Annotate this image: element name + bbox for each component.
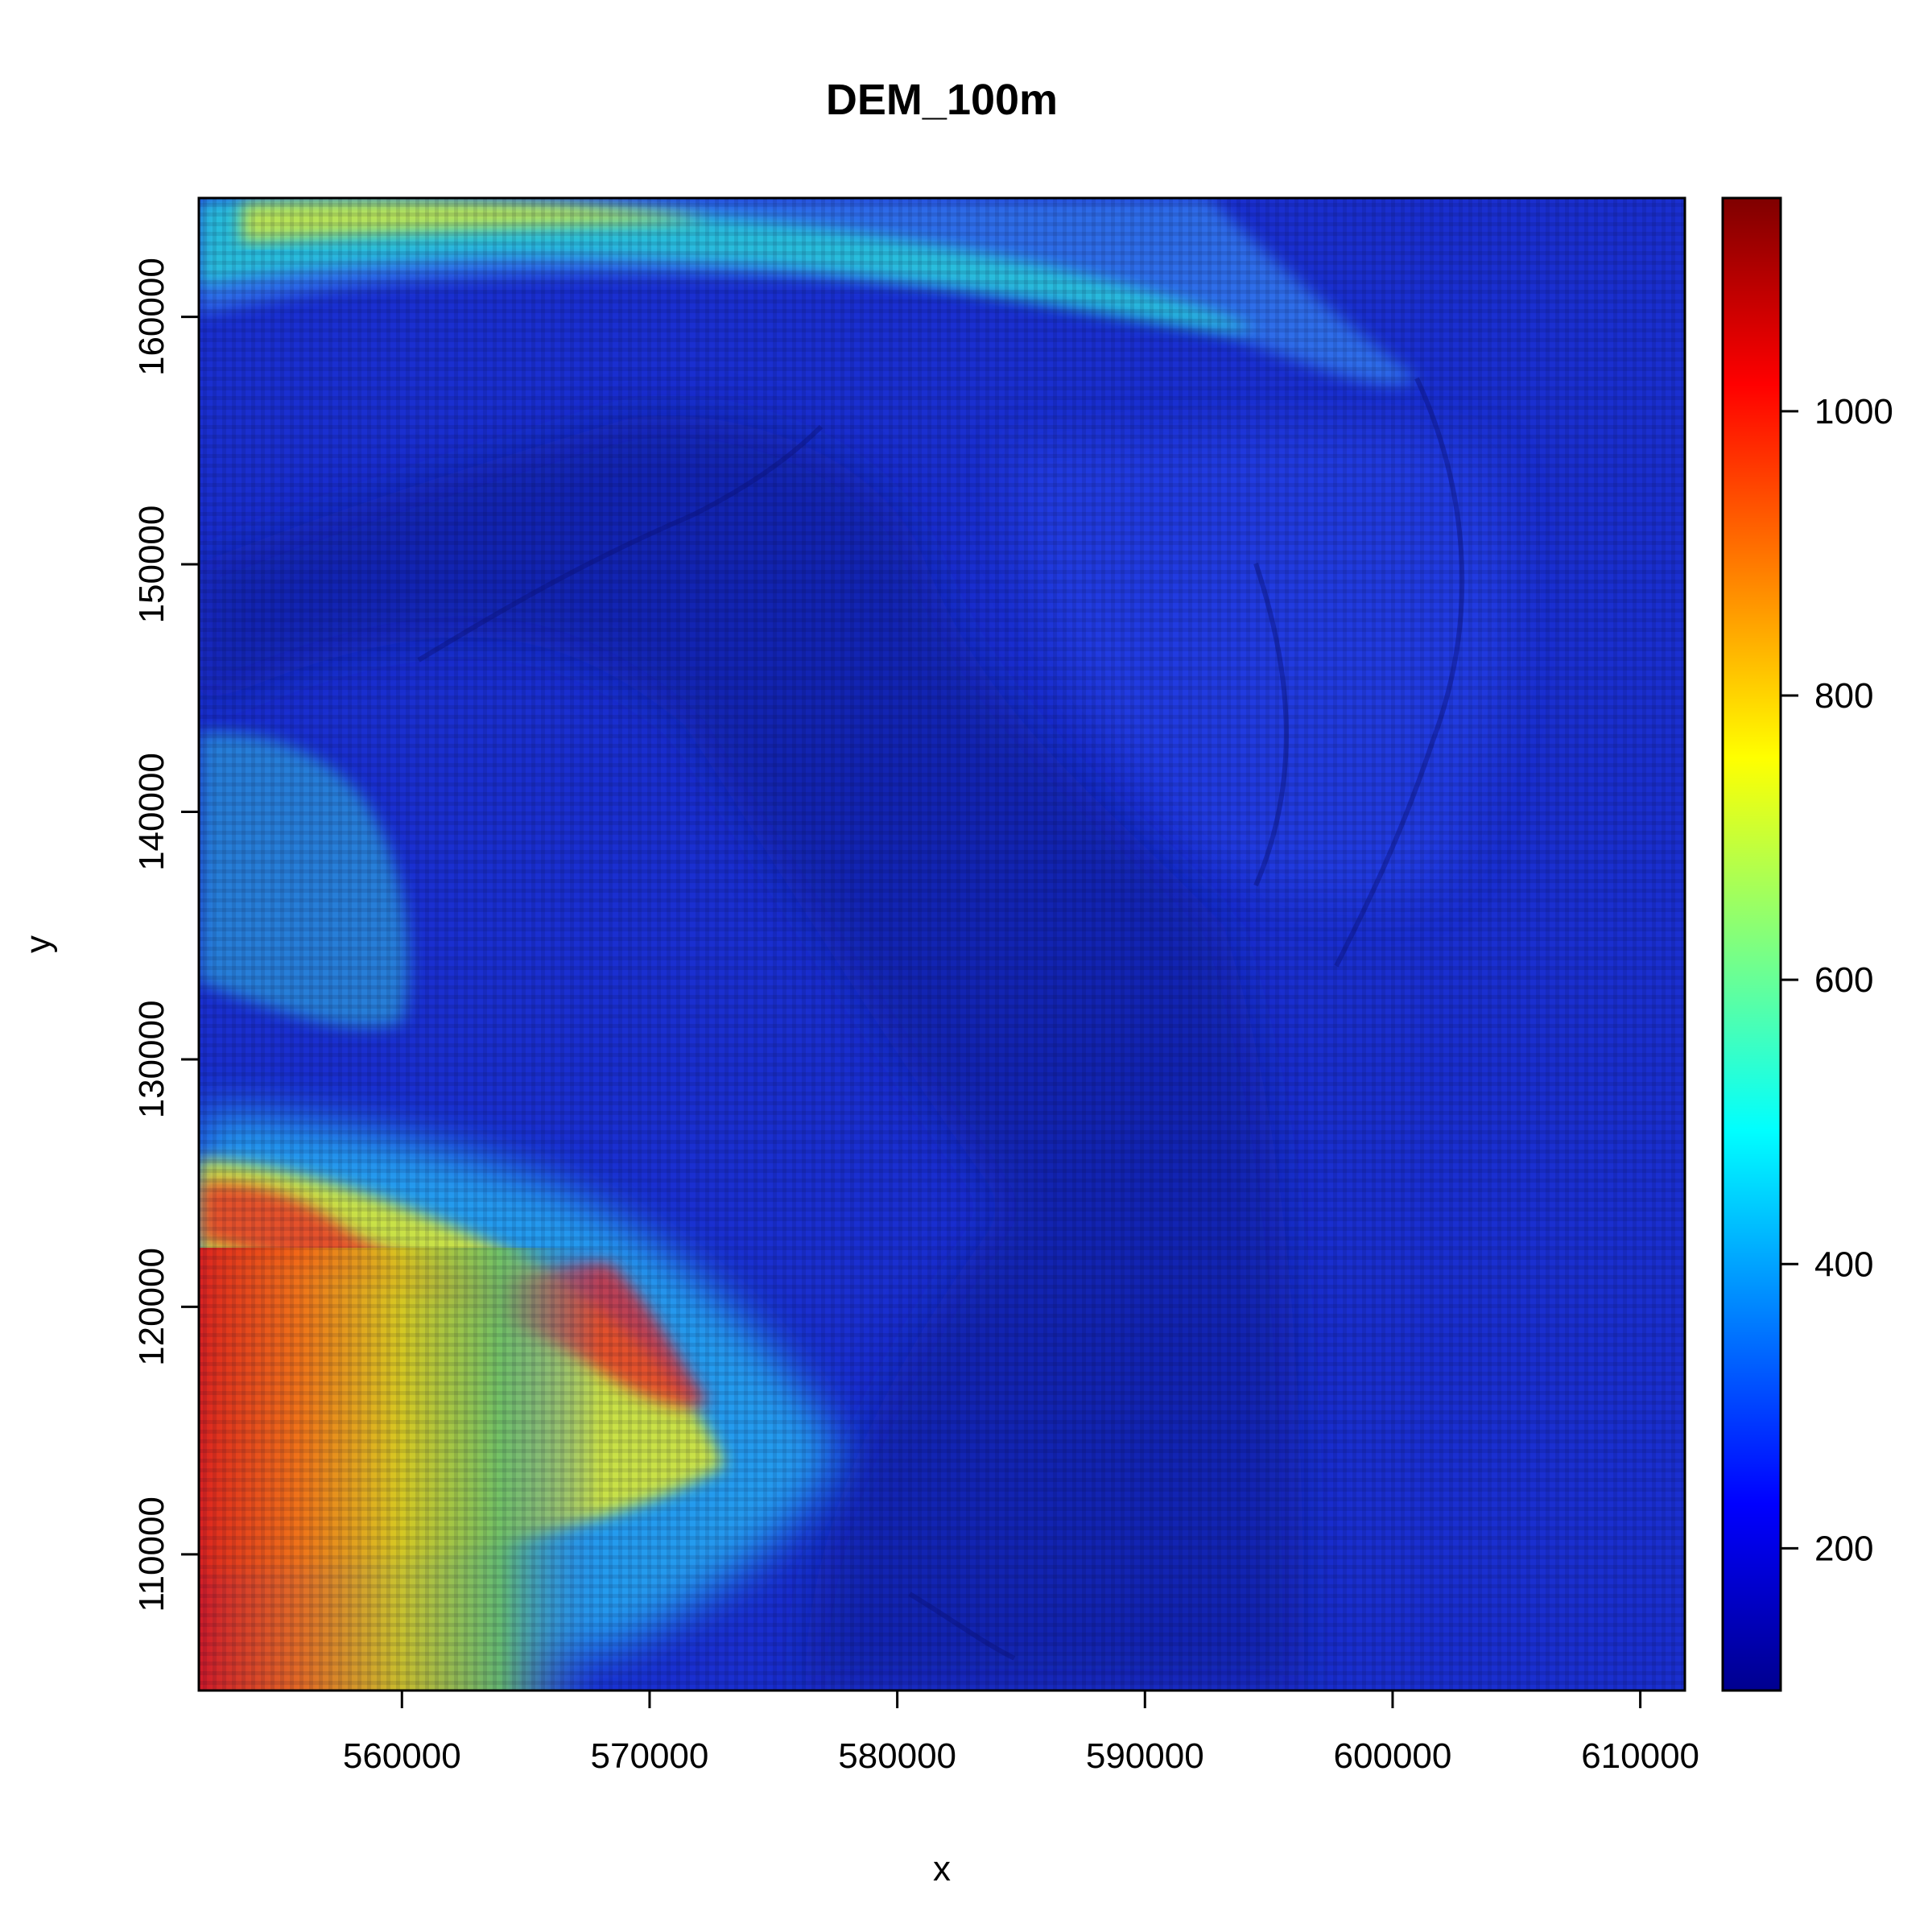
colorbar-frame [1721,196,1782,1692]
x-axis-label: x [933,1849,951,1889]
y-tick-label: 150000 [132,506,171,624]
colorbar-gradient [1723,198,1781,1690]
colorbar: 200 400 600 800 1000 [1721,196,1893,1692]
hillshade-texture [199,198,1685,1690]
x-axis: 560000 570000 580000 590000 600000 610000 [343,1689,1699,1776]
x-tick-label: 580000 [838,1736,956,1776]
x-tick-label: 600000 [1334,1736,1452,1776]
y-tick-label: 110000 [132,1496,171,1612]
colorbar-tick-label: 800 [1814,676,1873,716]
y-axis: 110000 120000 130000 140000 150000 160000 [132,258,200,1612]
y-tick-label: 120000 [132,1248,171,1366]
chart-title: DEM_100m [826,76,1058,124]
x-tick-label: 610000 [1581,1736,1699,1776]
elevation-raster [199,198,1685,1690]
colorbar-tick-label: 400 [1814,1245,1873,1284]
x-tick-label: 560000 [343,1736,461,1776]
y-tick-label: 140000 [132,753,171,871]
y-axis-label: y [19,935,58,953]
y-tick-label: 160000 [132,258,171,376]
x-tick-label: 590000 [1086,1736,1204,1776]
drainage-lines [417,377,1465,1661]
y-tick-label: 130000 [132,1001,171,1119]
colorbar-tick-label: 600 [1814,960,1873,1000]
x-tick-label: 570000 [591,1736,709,1776]
colorbar-tick-label: 1000 [1814,392,1893,431]
colorbar-tick-label: 200 [1814,1529,1873,1568]
